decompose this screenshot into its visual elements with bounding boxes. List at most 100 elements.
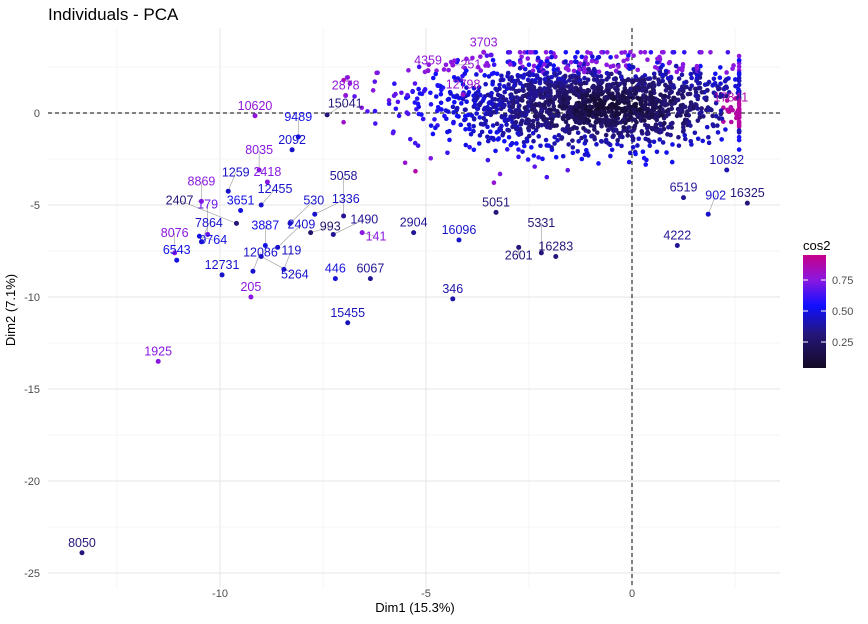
data-point [504, 122, 509, 127]
data-point [547, 111, 552, 117]
data-point [596, 69, 602, 75]
data-point [474, 72, 479, 77]
data-point [386, 98, 392, 103]
data-point [324, 112, 330, 118]
data-point [555, 84, 561, 89]
data-point [510, 104, 516, 110]
point-label: 5058 [330, 169, 358, 183]
data-point [447, 89, 453, 95]
data-point [662, 98, 668, 104]
data-point [606, 88, 611, 94]
y-tick-label: -15 [24, 384, 40, 396]
point-label: 141 [366, 229, 387, 243]
data-point [695, 136, 701, 142]
data-point [478, 68, 484, 73]
data-point [663, 88, 669, 93]
data-point [507, 107, 513, 113]
data-point [575, 130, 581, 136]
data-point [553, 154, 559, 160]
data-point [530, 130, 536, 136]
point-label: 10620 [238, 99, 273, 113]
data-point [702, 82, 708, 88]
data-point [445, 97, 451, 102]
data-point [651, 71, 657, 77]
data-point [608, 126, 613, 131]
data-point [675, 91, 681, 96]
data-point [483, 118, 489, 124]
data-point [635, 85, 641, 91]
data-point [699, 49, 704, 55]
data-point [414, 106, 419, 112]
data-point [452, 99, 457, 105]
data-point [514, 99, 520, 105]
data-point [413, 168, 418, 174]
data-point [516, 88, 522, 94]
data-point [668, 132, 673, 138]
data-point [478, 121, 484, 127]
data-point [552, 141, 557, 146]
data-point [416, 86, 421, 92]
data-point [514, 141, 519, 146]
data-point [614, 106, 619, 112]
data-point [573, 103, 579, 108]
data-point [487, 129, 493, 135]
data-point [443, 62, 449, 68]
data-point [441, 67, 447, 72]
point-label: 3651 [227, 194, 255, 208]
data-point [681, 88, 686, 94]
data-point [657, 99, 662, 104]
point-label: 16283 [538, 240, 573, 254]
data-point [706, 79, 712, 85]
data-point [481, 49, 487, 55]
data-point [485, 134, 490, 140]
data-point [553, 54, 558, 60]
data-point [632, 102, 637, 108]
data-point [438, 100, 444, 106]
data-point [196, 233, 202, 239]
data-point [410, 88, 415, 94]
data-point [426, 62, 432, 68]
data-point [699, 89, 705, 95]
data-point [506, 82, 511, 87]
data-point [453, 94, 459, 100]
data-point [435, 83, 441, 89]
point-label: 9764 [199, 233, 227, 247]
data-point [658, 122, 664, 128]
data-point [490, 96, 496, 102]
point-label: 2878 [332, 79, 360, 93]
data-point [493, 209, 499, 215]
data-point [557, 98, 563, 104]
data-point [471, 123, 476, 129]
data-point [535, 55, 541, 61]
data-point [674, 69, 680, 75]
data-point [563, 49, 569, 55]
data-point [509, 141, 515, 146]
data-point [508, 95, 514, 101]
data-point [576, 78, 582, 83]
data-point [516, 154, 521, 160]
data-point [724, 85, 730, 91]
data-point [688, 71, 694, 77]
data-point [697, 111, 703, 116]
data-point [718, 81, 723, 86]
label-leader-line [707, 195, 716, 215]
data-point [344, 75, 350, 80]
data-point [532, 113, 538, 119]
data-point [365, 109, 370, 114]
point-label: 8869 [188, 174, 216, 188]
data-point [198, 198, 204, 204]
data-point [669, 106, 675, 111]
data-point [332, 276, 338, 282]
data-point [719, 137, 724, 142]
data-point [662, 102, 668, 107]
data-point [478, 54, 483, 59]
label-leader-line [260, 188, 276, 206]
data-point [489, 52, 494, 58]
data-point [682, 80, 687, 86]
data-point [530, 118, 536, 124]
data-point [79, 550, 85, 556]
data-point [717, 94, 723, 100]
data-point [537, 77, 543, 82]
data-point [586, 113, 592, 118]
data-point [509, 75, 514, 80]
